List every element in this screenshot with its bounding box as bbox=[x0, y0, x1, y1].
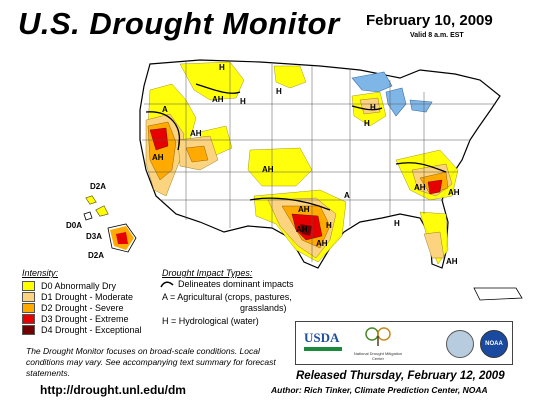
noaa-logo: NOAA bbox=[480, 330, 508, 358]
impact-hydrological: H = Hydrological (water) bbox=[162, 316, 259, 326]
label-ah10: AH bbox=[414, 183, 426, 192]
impact-agricultural-cont: grasslands) bbox=[240, 303, 287, 313]
label-ah2: AH bbox=[190, 129, 202, 138]
legend-item: D1 Drought - Moderate bbox=[22, 291, 133, 303]
legend-item: D3 Drought - Extreme bbox=[22, 313, 129, 325]
label-ah7: AH bbox=[448, 188, 460, 197]
label-h6: H bbox=[240, 97, 246, 106]
impact-agricultural: A = Agricultural (crops, pastures, bbox=[162, 292, 292, 302]
label-a1: A bbox=[162, 105, 168, 114]
legend-label: D0 Abnormally Dry bbox=[41, 281, 117, 291]
hawaii-label-4: D2A bbox=[88, 251, 104, 260]
legend-title: Intensity: bbox=[22, 268, 59, 278]
label-h5: H bbox=[394, 219, 400, 228]
map-date: February 10, 2009 bbox=[366, 12, 493, 29]
department-of-commerce-seal bbox=[446, 330, 474, 358]
legend-label: D1 Drought - Moderate bbox=[41, 292, 134, 302]
label-ah4: AH bbox=[262, 165, 274, 174]
great-lakes bbox=[351, 71, 433, 117]
usda-logo: USDA bbox=[304, 330, 342, 352]
label-h7: H bbox=[326, 221, 332, 230]
legend-swatch bbox=[22, 281, 35, 291]
legend-swatch bbox=[22, 314, 35, 324]
legend-item: D4 Drought - Exceptional bbox=[22, 324, 142, 336]
hawaii-label-3: D3A bbox=[86, 232, 102, 241]
label-ah1: AH bbox=[212, 95, 224, 104]
disclaimer-note: The Drought Monitor focuses on broad-sca… bbox=[26, 346, 276, 378]
label-ah3: AH bbox=[152, 153, 164, 162]
label-ah5: AH bbox=[298, 205, 310, 214]
hawaii-label-1: D2A bbox=[90, 182, 106, 191]
valid-time: Valid 8 a.m. EST bbox=[410, 32, 464, 39]
legend-label: D2 Drought - Severe bbox=[41, 303, 124, 313]
label-h1: H bbox=[219, 63, 225, 72]
label-ah6: AH bbox=[296, 225, 308, 234]
legend-swatch bbox=[22, 292, 35, 302]
legend-label: D3 Drought - Extreme bbox=[41, 314, 129, 324]
legend-label: D4 Drought - Exceptional bbox=[41, 325, 142, 335]
page-title: U.S. Drought Monitor bbox=[18, 6, 340, 41]
legend-swatch bbox=[22, 303, 35, 313]
label-ah9: AH bbox=[316, 239, 328, 248]
website-link[interactable]: http://drought.unl.edu/dm bbox=[40, 383, 186, 397]
tree-icon bbox=[365, 327, 391, 346]
ndmc-logo: National Drought Mitigation Center bbox=[348, 326, 408, 362]
label-h4: H bbox=[364, 119, 370, 128]
legend-swatch bbox=[22, 325, 35, 335]
hawaii-label-2: D0A bbox=[66, 221, 82, 230]
impact-line-icon bbox=[160, 281, 174, 288]
label-a2: A bbox=[344, 191, 350, 200]
author-credit: Author: Rich Tinker, Climate Prediction … bbox=[271, 385, 488, 395]
impacts-title: Drought Impact Types: bbox=[162, 268, 253, 278]
label-ah8: AH bbox=[446, 257, 458, 266]
legend-item: D2 Drought - Severe bbox=[22, 302, 124, 314]
impact-line-label: Delineates dominant impacts bbox=[178, 279, 294, 289]
logos-panel: USDA National Drought Mitigation Center … bbox=[295, 321, 513, 365]
label-h2: H bbox=[276, 87, 282, 96]
legend-item: D0 Abnormally Dry bbox=[22, 280, 116, 292]
release-date: Released Thursday, February 12, 2009 bbox=[296, 370, 505, 382]
label-h3: H bbox=[370, 103, 376, 112]
